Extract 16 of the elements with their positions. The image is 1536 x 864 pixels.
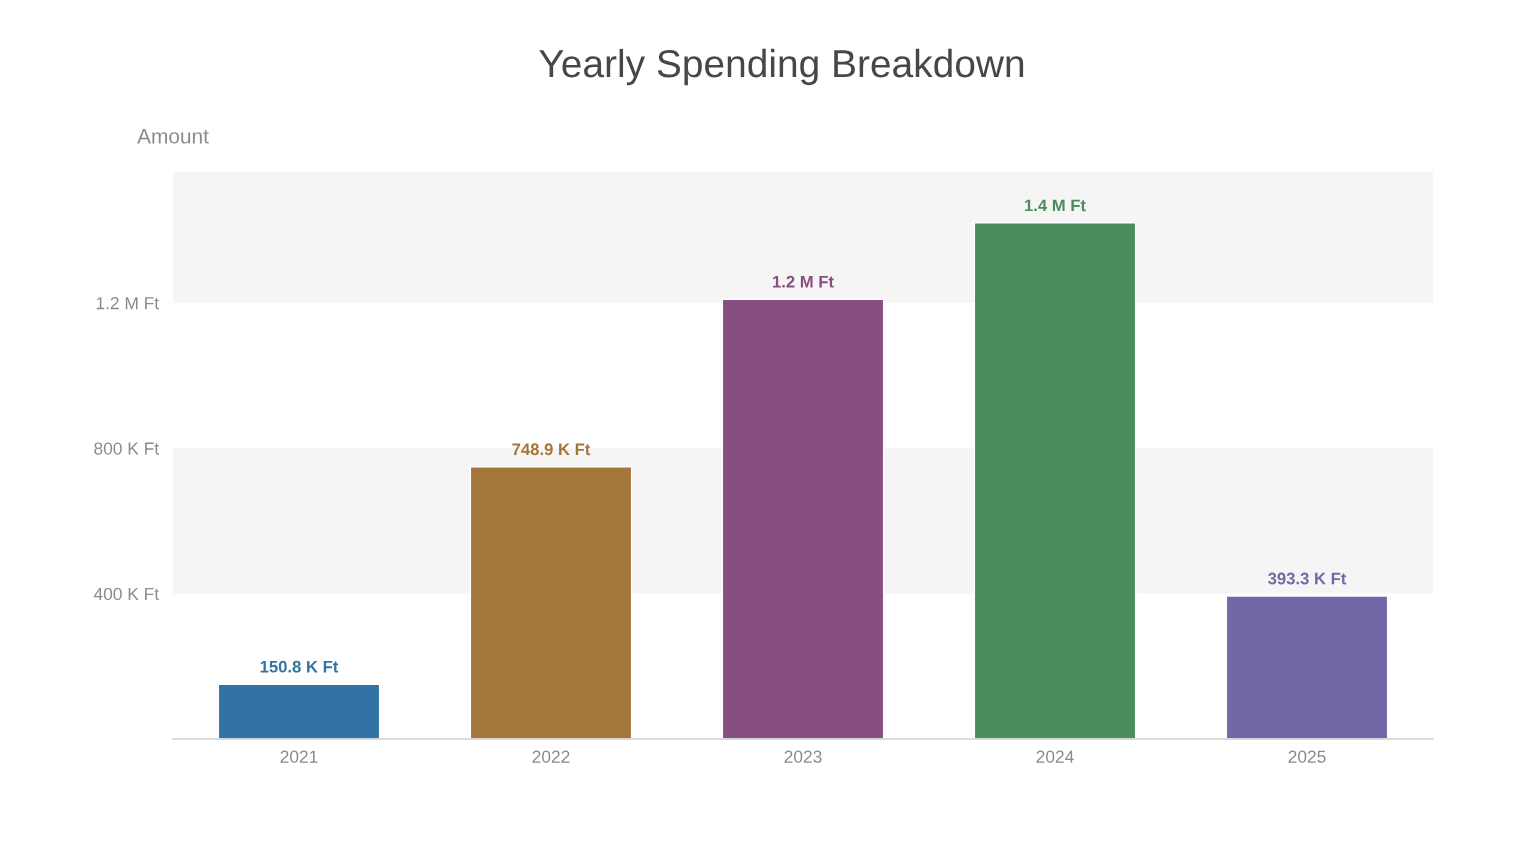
chart-title: Yearly Spending Breakdown bbox=[539, 48, 1024, 86]
x-tick-label: 2024 bbox=[1036, 750, 1074, 763]
y-tick-label: 800 K Ft bbox=[94, 442, 159, 455]
data-label: 150.8 K Ft bbox=[260, 660, 339, 673]
y-axis-title: Amount bbox=[137, 129, 209, 144]
x-tick-label: 2025 bbox=[1288, 750, 1326, 763]
data-label: 393.3 K Ft bbox=[1268, 572, 1347, 585]
data-label: 1.2 M Ft bbox=[773, 275, 834, 288]
y-tick-label: 400 K Ft bbox=[93, 587, 159, 601]
data-label: 748.9 K Ft bbox=[512, 443, 591, 456]
x-tick-label: 2023 bbox=[784, 750, 822, 763]
y-tick-label: 1.2 M Ft bbox=[96, 297, 159, 310]
x-tick-label: 2022 bbox=[532, 750, 570, 763]
bar bbox=[217, 683, 381, 739]
x-tick-label: 2021 bbox=[280, 750, 318, 763]
data-label: 1.4 M Ft bbox=[1025, 199, 1086, 212]
